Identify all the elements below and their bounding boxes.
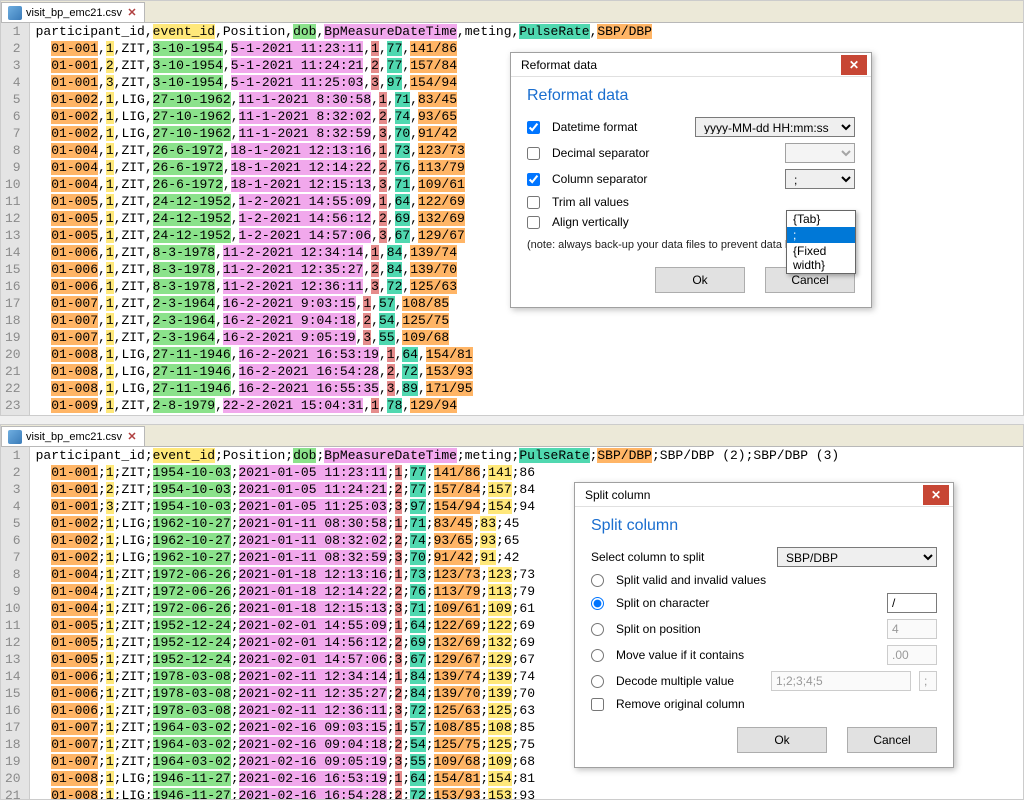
- file-icon: [8, 430, 22, 444]
- dropdown-option[interactable]: {Fixed width}: [787, 243, 855, 273]
- close-icon[interactable]: ✕: [126, 431, 138, 443]
- dropdown-option[interactable]: ;: [787, 227, 855, 243]
- split-radio-input: [771, 671, 911, 691]
- file-icon: [8, 6, 22, 20]
- tab-bar: visit_bp_emc21.csv ✕: [1, 1, 1023, 23]
- cancel-button[interactable]: Cancel: [847, 727, 937, 753]
- dialog-heading: Split column: [591, 517, 937, 535]
- remove-original-checkbox[interactable]: [591, 698, 604, 711]
- column-separator-checkbox[interactable]: [527, 173, 540, 186]
- select-column-select[interactable]: SBP/DBP: [777, 547, 937, 567]
- dropdown-option[interactable]: {Tab}: [787, 211, 855, 227]
- dialog-titlebar[interactable]: Split column ✕: [575, 483, 953, 507]
- column-separator-dropdown-list[interactable]: {Tab};{Fixed width}: [786, 210, 856, 274]
- dialog-titlebar[interactable]: Reformat data ✕: [511, 53, 871, 77]
- split-column-dialog: Split column ✕ Split column Select colum…: [574, 482, 954, 768]
- split-radio-input: [887, 645, 937, 665]
- tab-bar: visit_bp_emc21.csv ✕: [1, 425, 1023, 447]
- split-radio-0[interactable]: [591, 574, 604, 587]
- decimal-separator-select: [785, 143, 855, 163]
- tab-filename: visit_bp_emc21.csv: [26, 7, 122, 19]
- column-separator-select[interactable]: ;: [785, 169, 855, 189]
- split-radio-4[interactable]: [591, 675, 604, 688]
- split-radio-label: Decode multiple value: [616, 674, 763, 688]
- split-radio-label: Split valid and invalid values: [616, 573, 937, 587]
- datetime-format-checkbox[interactable]: [527, 121, 540, 134]
- file-tab[interactable]: visit_bp_emc21.csv ✕: [1, 2, 145, 22]
- select-column-label: Select column to split: [591, 550, 769, 564]
- ok-button[interactable]: Ok: [655, 267, 745, 293]
- close-icon[interactable]: ✕: [841, 55, 867, 75]
- datetime-format-select[interactable]: yyyy-MM-dd HH:mm:ss: [695, 117, 855, 137]
- column-separator-label: Column separator: [552, 172, 777, 186]
- line-gutter: 1234567891011121314151617181920212223: [1, 23, 30, 415]
- decimal-separator-checkbox[interactable]: [527, 147, 540, 160]
- ok-button[interactable]: Ok: [737, 727, 827, 753]
- tab-filename: visit_bp_emc21.csv: [26, 431, 122, 443]
- datetime-format-label: Datetime format: [552, 120, 687, 134]
- dialog-title: Reformat data: [521, 58, 597, 72]
- trim-values-checkbox[interactable]: [527, 196, 540, 209]
- dialog-title: Split column: [585, 488, 650, 502]
- close-icon[interactable]: ✕: [923, 485, 949, 505]
- split-radio-3[interactable]: [591, 649, 604, 662]
- split-radio-input2: [919, 671, 937, 691]
- decimal-separator-label: Decimal separator: [552, 146, 777, 160]
- remove-original-label: Remove original column: [616, 697, 937, 711]
- split-radio-label: Move value if it contains: [616, 648, 879, 662]
- split-radio-1[interactable]: [591, 597, 604, 610]
- file-tab[interactable]: visit_bp_emc21.csv ✕: [1, 426, 145, 446]
- split-radio-label: Split on position: [616, 622, 879, 636]
- trim-values-label: Trim all values: [552, 195, 855, 209]
- line-gutter: 1234567891011121314151617181920212223: [1, 447, 30, 799]
- split-radio-input: [887, 619, 937, 639]
- close-icon[interactable]: ✕: [126, 7, 138, 19]
- split-radio-2[interactable]: [591, 623, 604, 636]
- align-vertically-checkbox[interactable]: [527, 216, 540, 229]
- split-radio-input[interactable]: [887, 593, 937, 613]
- dialog-heading: Reformat data: [527, 87, 855, 105]
- split-radio-label: Split on character: [616, 596, 879, 610]
